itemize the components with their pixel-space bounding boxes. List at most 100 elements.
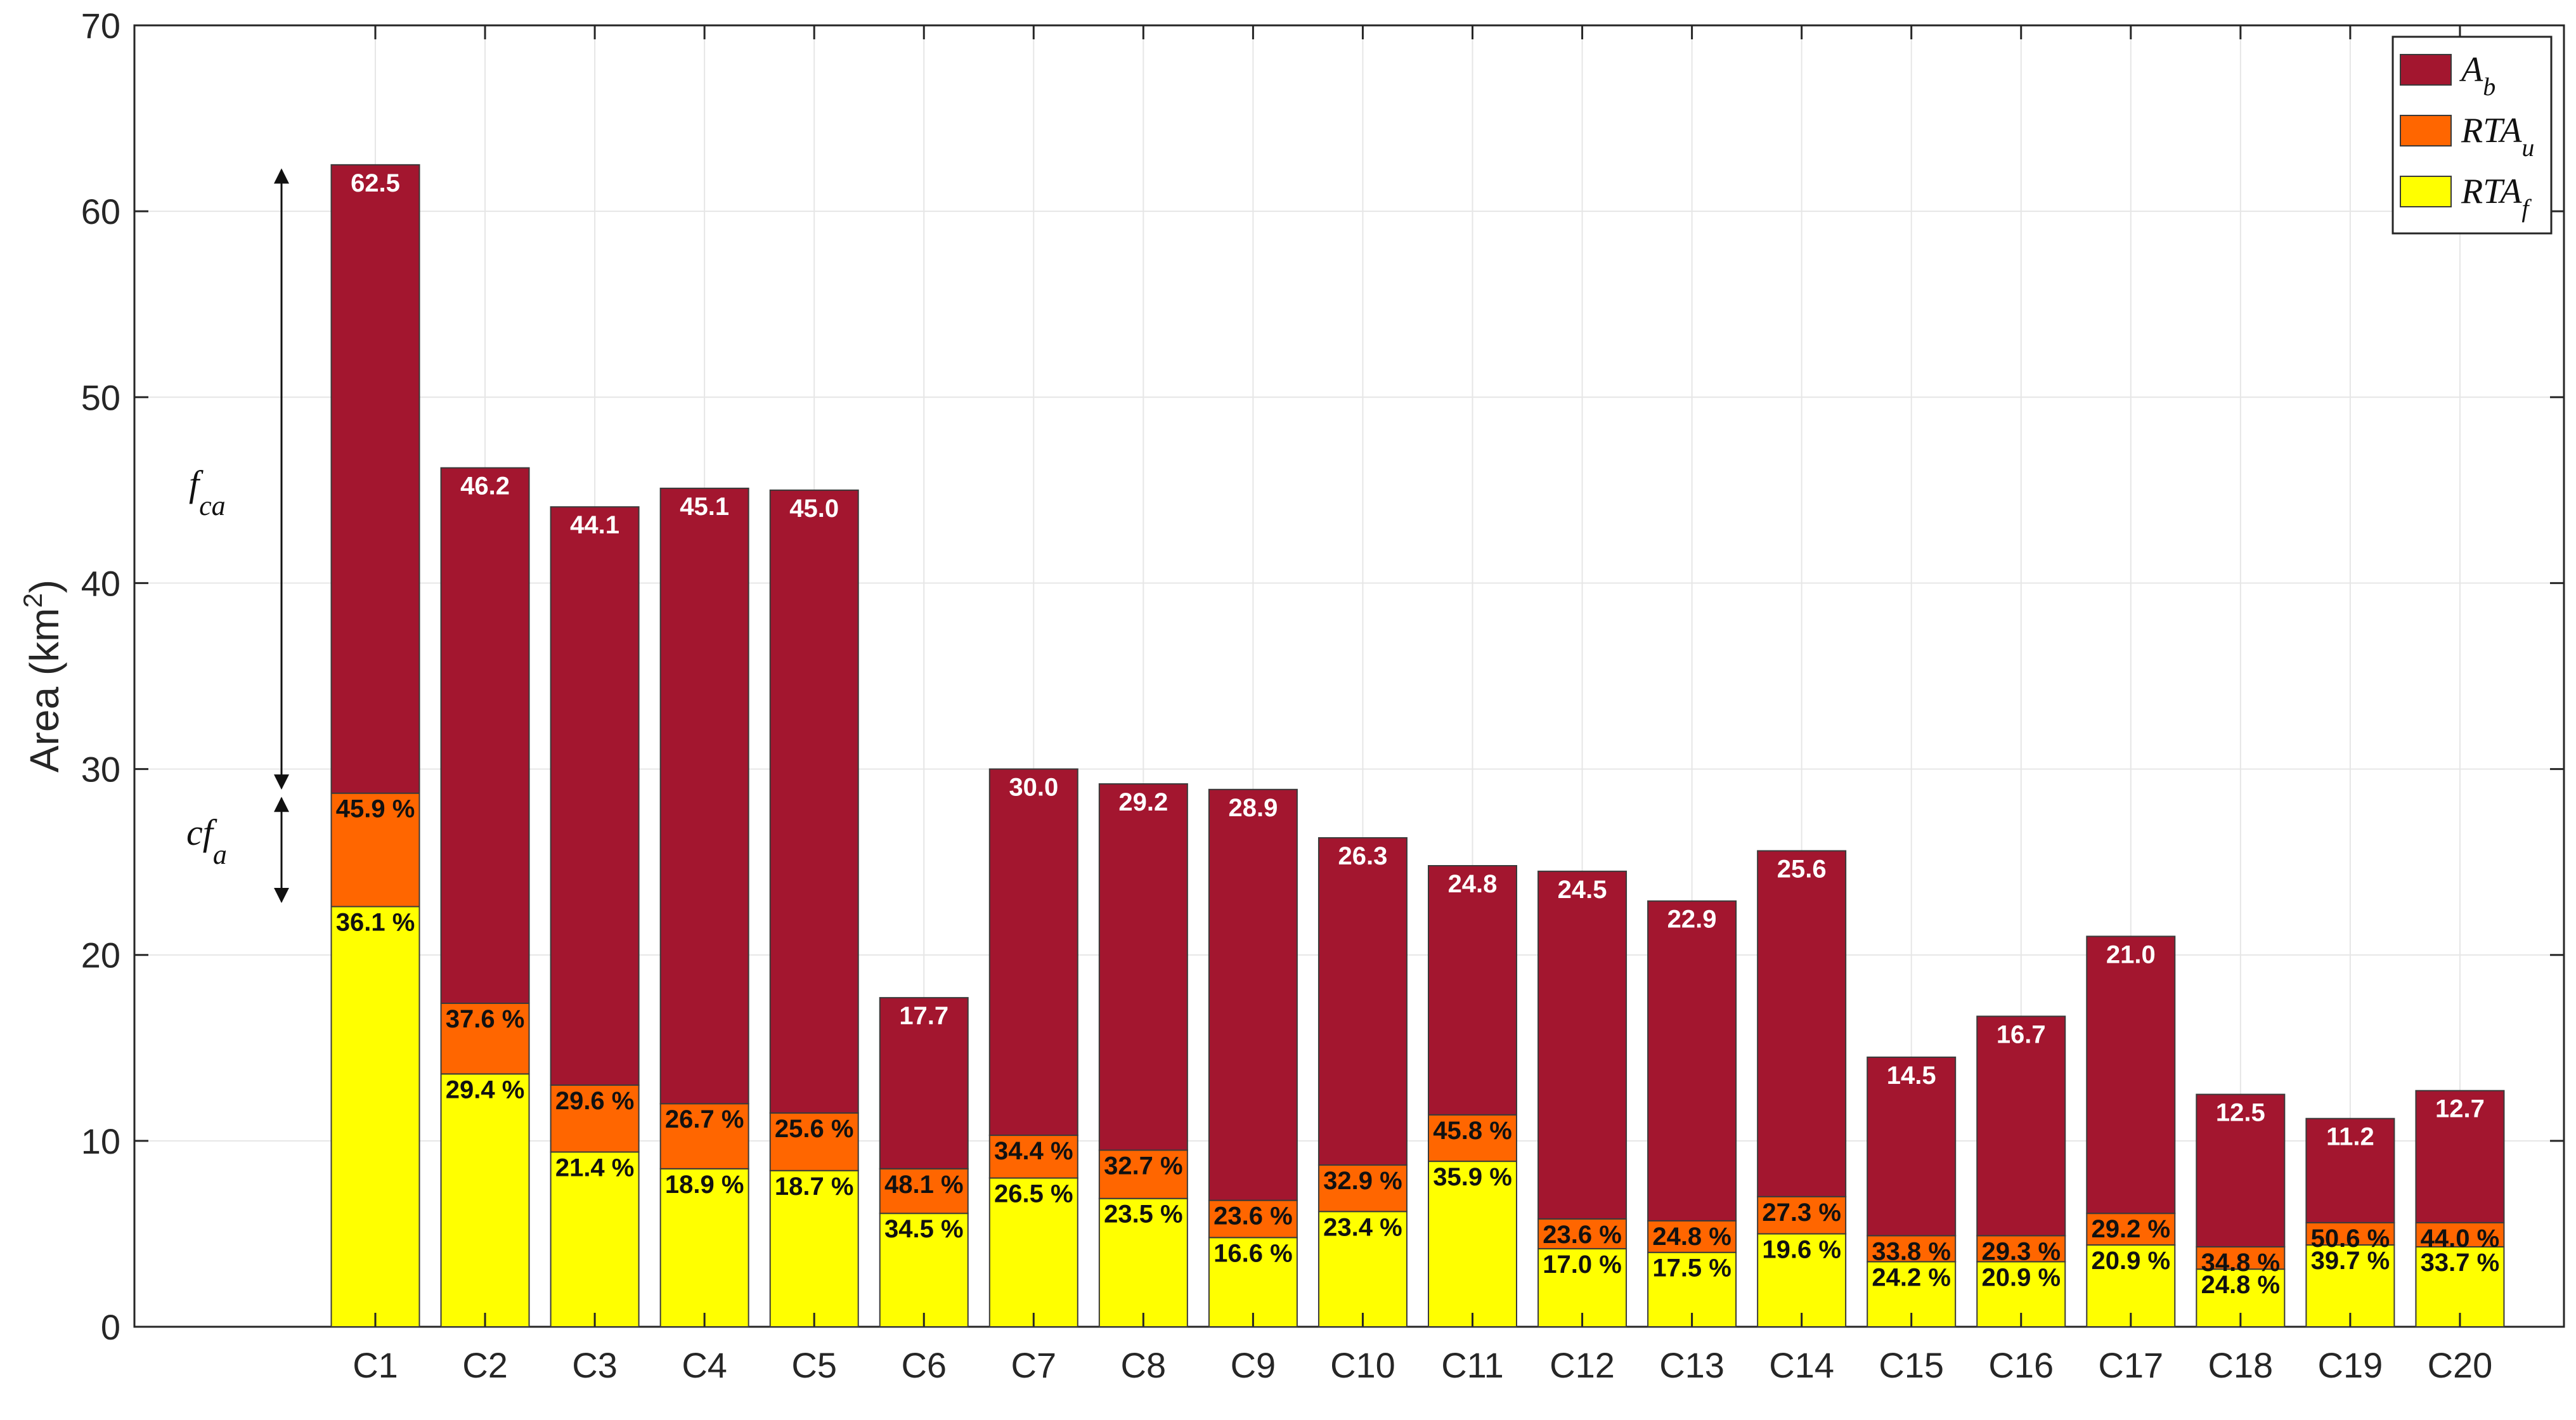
bar-stack-c10: 26.3 32.9 % 23.4 % <box>1317 837 1408 1328</box>
legend-swatch-rtau <box>2400 115 2452 147</box>
legend-label-main: RTA <box>2461 172 2522 211</box>
bar-stack-c2: 46.2 37.6 % 29.4 % <box>440 467 530 1327</box>
bar-stack-c4: 45.1 26.7 % 18.9 % <box>659 487 749 1328</box>
rtaf-percent-label: 18.9 % <box>665 1171 744 1199</box>
x-tick-label: C17 <box>2098 1345 2163 1385</box>
bar-stack-c3: 44.1 29.6 % 21.4 % <box>550 506 640 1327</box>
total-value-label: 45.1 <box>680 493 729 521</box>
y-tick-label: 0 <box>101 1307 120 1347</box>
bar-segment-ab <box>1867 1056 1957 1237</box>
rtaf-percent-label: 16.6 % <box>1214 1239 1293 1267</box>
bar-segment-rtaf <box>550 1151 640 1327</box>
annotation-cfa-label: cfa <box>186 812 227 870</box>
x-tick-label: C16 <box>1988 1345 2054 1385</box>
x-tick-label: C11 <box>1441 1345 1504 1385</box>
annotations: fca cfa <box>186 168 289 903</box>
total-value-label: 21.0 <box>2106 941 2156 968</box>
x-tick-label: C7 <box>1011 1345 1057 1385</box>
bar-segment-ab <box>440 467 530 1004</box>
rtaf-percent-label: 23.5 % <box>1104 1201 1183 1228</box>
rtaf-percent-label: 36.1 % <box>336 908 415 936</box>
bar-segment-rtau <box>1757 1195 1847 1235</box>
x-tick-label: C12 <box>1550 1345 1615 1385</box>
rtaf-percent-label: 20.9 % <box>2092 1247 2171 1275</box>
rtau-percent-label: 26.7 % <box>665 1105 744 1133</box>
bar-segment-ab <box>2086 935 2176 1215</box>
x-tick-label: C2 <box>462 1345 508 1385</box>
x-tick-label: C5 <box>791 1345 837 1385</box>
rtaf-percent-label: 39.7 % <box>2311 1247 2390 1275</box>
rtau-percent-label: 44.0 % <box>2421 1225 2500 1253</box>
bar-segment-ab <box>988 768 1078 1137</box>
bar-stack-c1: 62.5 45.9 % 36.1 % <box>330 164 420 1328</box>
x-tick-label: C3 <box>572 1345 618 1385</box>
bar-segment-ab <box>2415 1090 2505 1223</box>
bar-segment-rtau <box>2086 1213 2176 1246</box>
legend-label-rtau: RTAu <box>2461 111 2534 162</box>
y-tick-label: 30 <box>81 750 120 790</box>
rtaf-percent-label: 35.9 % <box>1433 1163 1512 1191</box>
bar-segment-rtau <box>1647 1220 1737 1253</box>
x-axis: C1 C2 C3 C4 C5 C6 C7 C8 C9 C10 C11 C12 C13 C14 C15 C16 C… <box>353 25 2492 1385</box>
bar-stack-c18: 12.5 34.8 %24.8 % <box>2196 1093 2286 1328</box>
rtau-percent-label: 25.6 % <box>775 1115 854 1143</box>
rtau-percent-label: 23.6 % <box>1543 1221 1622 1249</box>
annotation-cfa-main: cf <box>186 812 217 853</box>
bar-segment-ab <box>1647 900 1737 1221</box>
legend-label-sub: b <box>2483 72 2495 101</box>
y-axis-label-text: Area (km <box>22 608 67 773</box>
rtaf-percent-label: 33.7 % <box>2421 1249 2500 1277</box>
y-tick-label: 40 <box>81 563 120 603</box>
y-axis-label-close: ) <box>22 580 67 593</box>
x-tick-label: C6 <box>901 1345 947 1385</box>
rtau-percent-label: 45.9 % <box>336 795 415 823</box>
total-value-label: 29.2 <box>1118 788 1168 816</box>
bar-stack-c5: 45.0 25.6 % 18.7 % <box>769 489 859 1328</box>
bar-stack-c17: 21.0 29.2 % 20.9 % <box>2086 935 2176 1327</box>
x-tick-label: C19 <box>2318 1345 2383 1385</box>
bar-segment-ab <box>1098 783 1188 1151</box>
bar-segment-rtaf <box>988 1177 1078 1327</box>
total-value-label: 12.7 <box>2435 1095 2485 1123</box>
rtaf-percent-label: 19.6 % <box>1762 1235 1841 1263</box>
y-axis-label: Area (km2) <box>18 580 67 772</box>
bar-stack-c8: 29.2 32.7 % 23.5 % <box>1098 783 1188 1328</box>
x-tick-label: C20 <box>2428 1345 2493 1385</box>
rtaf-percent-label: 17.0 % <box>1543 1251 1622 1279</box>
bar-segment-ab <box>1757 850 1847 1197</box>
bar-segment-rtau <box>1428 1114 1517 1163</box>
bar-segment-rtaf <box>1757 1233 1847 1328</box>
y-tick-label: 60 <box>81 192 120 231</box>
bar-segment-rtau <box>1208 1199 1298 1239</box>
total-value-label: 44.1 <box>570 511 619 539</box>
rtau-percent-label: 27.3 % <box>1762 1199 1841 1227</box>
total-value-label: 62.5 <box>351 169 400 197</box>
rtaf-percent-label: 24.8 % <box>2201 1271 2281 1299</box>
bar-segment-rtaf <box>1098 1197 1188 1328</box>
bar-stack-c19: 11.2 50.6 %39.7 % <box>2305 1117 2395 1327</box>
x-tick-label: C14 <box>1769 1345 1834 1385</box>
bar-stack-c14: 25.6 27.3 % 19.6 % <box>1757 850 1847 1328</box>
y-tick-label: 10 <box>81 1121 120 1161</box>
bar-stack-c15: 14.5 33.8 %24.2 % <box>1867 1056 1957 1328</box>
rtaf-percent-label: 24.2 % <box>1872 1263 1951 1291</box>
bar-segment-rtau <box>988 1135 1078 1179</box>
bar-segment-ab <box>2196 1093 2286 1247</box>
total-value-label: 45.0 <box>789 495 839 523</box>
bar-segment-rtau <box>2305 1221 2395 1246</box>
annotation-fca-sub: ca <box>199 490 226 521</box>
x-tick-label: C4 <box>682 1345 727 1385</box>
bar-segment-rtau <box>1317 1164 1408 1213</box>
y-tick-label: 20 <box>81 935 120 975</box>
x-tick-label: C10 <box>1330 1345 1395 1385</box>
legend-label-sub: u <box>2521 133 2534 162</box>
bar-segment-ab <box>1428 865 1517 1116</box>
bar-segment-ab <box>550 506 640 1086</box>
bar-segment-ab <box>1537 870 1628 1220</box>
total-value-label: 24.5 <box>1558 876 1607 904</box>
bar-segment-ab <box>1317 837 1408 1166</box>
x-tick-label: C15 <box>1879 1345 1944 1385</box>
x-tick-label: C9 <box>1231 1345 1276 1385</box>
